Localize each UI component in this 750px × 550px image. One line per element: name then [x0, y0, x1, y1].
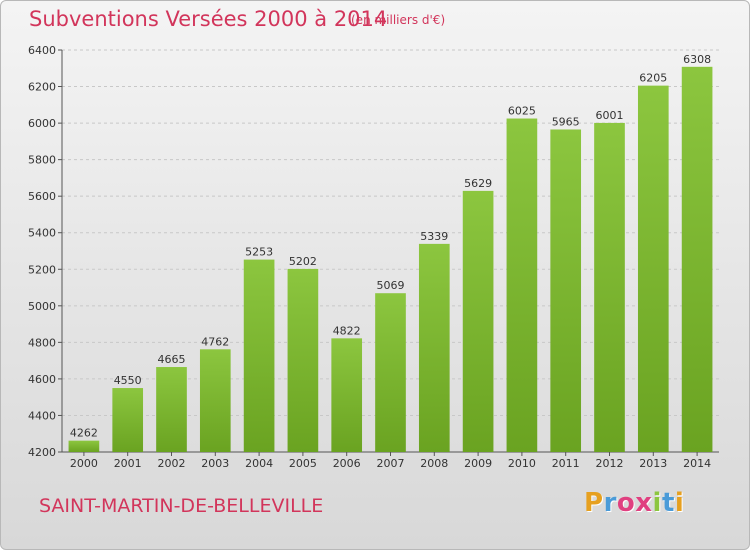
- x-tick-label-2005: 2005: [289, 457, 317, 470]
- bar-2007: [375, 293, 406, 452]
- logo-letter: t: [661, 488, 675, 518]
- x-tick-label-2004: 2004: [245, 457, 273, 470]
- logo-letter: P: [584, 488, 604, 518]
- value-label-2003: 4762: [201, 335, 229, 348]
- bar-2001: [112, 388, 144, 452]
- axes: 4200 4400 4600 4800 5000 5200 5400 5600 5800 6000…: [28, 44, 719, 459]
- y-tick-label: 6000: [28, 117, 56, 130]
- x-tick-label-2002: 2002: [158, 457, 186, 470]
- x-tick-label-2007: 2007: [377, 457, 405, 470]
- y-tick-label: 4800: [28, 336, 56, 349]
- y-tick-label: 4400: [28, 409, 56, 422]
- chart-title: Subventions Versées 2000 à 2014: [29, 7, 388, 31]
- logo-letter: i: [674, 488, 685, 518]
- value-label-2010: 6025: [508, 105, 536, 118]
- logo-letter: o: [616, 488, 636, 518]
- logo-letter: i: [652, 488, 662, 518]
- y-tick-label: 6200: [28, 81, 56, 94]
- bar-2005: [287, 268, 319, 452]
- value-label-2001: 4550: [114, 374, 142, 387]
- bar-2000: [68, 440, 100, 452]
- logo-letter: r: [603, 488, 617, 518]
- value-label-2005: 5202: [289, 255, 317, 268]
- x-tick-label-2009: 2009: [464, 457, 492, 470]
- bar-2008: [418, 243, 450, 452]
- bar-2013: [637, 85, 669, 452]
- bar-2012: [594, 122, 625, 453]
- value-label-2008: 5339: [420, 230, 448, 243]
- bars: [68, 66, 713, 453]
- bar-2006: [331, 338, 363, 452]
- bar-2002: [156, 367, 187, 452]
- proxiti-logo[interactable]: Proxiti: [584, 488, 684, 518]
- x-tick-label-2003: 2003: [201, 457, 229, 470]
- value-label-2007: 5069: [377, 279, 405, 292]
- y-tick-label: 4200: [28, 446, 56, 459]
- y-tick-label: 4600: [28, 373, 56, 386]
- value-label-2011: 5965: [552, 115, 580, 128]
- y-tick-label: 6400: [28, 44, 56, 57]
- y-tick-label: 5400: [28, 227, 56, 240]
- y-tick-label: 5600: [28, 190, 56, 203]
- bar-2004: [243, 259, 275, 452]
- x-tick-label-2011: 2011: [552, 457, 580, 470]
- bar-2011: [550, 129, 582, 452]
- value-label-2013: 6205: [639, 72, 667, 85]
- value-label-2002: 4665: [158, 353, 186, 366]
- bar-2014: [681, 66, 713, 452]
- x-tick-label-2010: 2010: [508, 457, 536, 470]
- x-tick-label-2001: 2001: [114, 457, 142, 470]
- x-tick-label-2008: 2008: [420, 457, 448, 470]
- y-tick-label: 5000: [28, 300, 56, 313]
- x-tick-label-2006: 2006: [333, 457, 361, 470]
- y-tick-label: 5800: [28, 154, 56, 167]
- commune-name: SAINT-MARTIN-DE-BELLEVILLE: [39, 495, 324, 517]
- chart-subtitle: (en milliers d'€): [351, 13, 446, 27]
- labels: 4262 2000 4550 2001 4665 2002 4762 2003 5253 2004…: [70, 53, 711, 470]
- x-tick-label-2013: 2013: [639, 457, 667, 470]
- x-tick-label-2000: 2000: [70, 457, 98, 470]
- bar-2003: [199, 349, 231, 452]
- value-label-2006: 4822: [333, 324, 361, 337]
- bar-2010: [506, 118, 538, 452]
- value-label-2012: 6001: [596, 109, 624, 122]
- x-tick-label-2012: 2012: [596, 457, 624, 470]
- logo-letter: x: [635, 488, 653, 518]
- value-label-2004: 5253: [245, 246, 273, 259]
- bar-2009: [462, 190, 494, 452]
- value-label-2000: 4262: [70, 427, 98, 440]
- value-label-2014: 6308: [683, 53, 711, 66]
- value-label-2009: 5629: [464, 177, 492, 190]
- y-tick-label: 5200: [28, 263, 56, 276]
- x-tick-label-2014: 2014: [683, 457, 711, 470]
